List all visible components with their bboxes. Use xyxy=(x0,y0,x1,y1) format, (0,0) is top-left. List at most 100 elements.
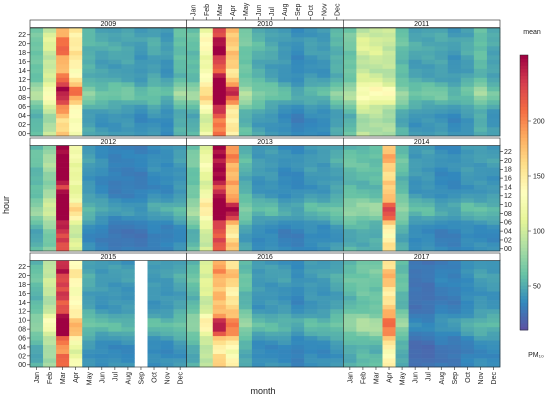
heat-cell xyxy=(486,277,501,283)
heat-cell xyxy=(147,273,161,279)
heat-cell xyxy=(43,362,57,368)
y-tick-label: 22 xyxy=(504,149,512,156)
heat-cell xyxy=(447,362,462,368)
heat-cell xyxy=(460,237,475,243)
heat-cell xyxy=(108,228,122,234)
heat-cell xyxy=(408,32,422,38)
heat-cell xyxy=(330,291,344,296)
heat-cell xyxy=(408,91,422,96)
heat-cell xyxy=(225,317,240,323)
heat-cell xyxy=(460,322,475,328)
heat-cell xyxy=(82,300,96,305)
heat-cell xyxy=(278,37,292,42)
heat-cell xyxy=(265,233,279,239)
heat-cell xyxy=(82,184,96,190)
heat-cell xyxy=(447,82,462,87)
heat-cell xyxy=(447,206,462,212)
heat-cell xyxy=(369,224,383,230)
heat-cell xyxy=(460,353,475,359)
legend-swatch xyxy=(520,192,528,197)
heat-cell xyxy=(173,73,187,78)
heat-cell xyxy=(291,228,305,234)
heat-cell xyxy=(369,349,383,354)
heat-cell xyxy=(212,95,227,101)
heat-cell xyxy=(186,32,201,38)
heat-cell xyxy=(408,55,422,60)
heat-cell xyxy=(43,206,57,212)
heat-cell xyxy=(473,228,488,234)
heat-cell xyxy=(486,184,501,190)
heat-cell xyxy=(473,286,488,292)
heat-cell xyxy=(225,309,240,314)
heat-cell xyxy=(408,171,422,177)
heat-cell xyxy=(265,331,279,337)
heat-cell xyxy=(434,149,449,155)
heat-cell xyxy=(447,73,462,78)
heat-cell xyxy=(199,32,214,38)
heat-cell xyxy=(43,37,57,42)
heat-cell xyxy=(408,86,422,92)
heat-cell xyxy=(30,167,44,172)
heat-cell xyxy=(382,189,396,194)
heat-cell xyxy=(199,109,214,114)
legend-swatch xyxy=(520,158,528,162)
heat-cell xyxy=(356,180,370,186)
heat-cell xyxy=(56,171,70,177)
heat-cell xyxy=(330,162,344,168)
heat-cell xyxy=(317,153,331,159)
heat-cell xyxy=(278,340,292,346)
heat-cell xyxy=(69,127,83,132)
heat-cell xyxy=(460,64,475,69)
heat-cell xyxy=(30,335,44,341)
heat-cell xyxy=(186,228,201,234)
heat-cell xyxy=(147,317,161,323)
heat-cell xyxy=(486,202,501,208)
heat-cell xyxy=(265,86,279,92)
panel-strip-label: 2017 xyxy=(414,254,430,261)
heat-cell xyxy=(421,149,436,155)
heat-cell xyxy=(434,153,449,159)
heat-cell xyxy=(186,59,201,65)
heat-cell xyxy=(30,260,44,265)
heat-cell xyxy=(434,340,449,346)
heat-cell xyxy=(199,153,214,159)
heat-cell xyxy=(421,268,436,274)
heat-cell xyxy=(304,131,318,137)
heat-cell xyxy=(278,282,292,288)
heat-cell xyxy=(108,127,122,132)
heat-cell xyxy=(473,95,488,101)
heat-cell xyxy=(225,304,240,310)
heat-cell xyxy=(82,145,96,150)
heat-cell xyxy=(186,149,201,155)
heat-cell xyxy=(304,273,318,279)
heat-cell xyxy=(278,264,292,270)
heat-cell xyxy=(291,286,305,292)
legend-swatch xyxy=(520,271,528,276)
heat-cell xyxy=(408,162,422,168)
heat-cell xyxy=(43,55,57,60)
heat-cell xyxy=(134,118,148,123)
heat-cell xyxy=(121,198,135,203)
panel-2013: 2013 xyxy=(186,137,344,252)
heat-cell xyxy=(82,118,96,123)
heat-cell xyxy=(317,145,331,150)
heat-cell xyxy=(186,233,201,239)
heat-cell xyxy=(304,322,318,328)
heat-cell xyxy=(421,277,436,283)
heat-cell xyxy=(291,322,305,328)
heat-cell xyxy=(147,340,161,346)
y-tick-label: 20 xyxy=(18,273,26,280)
heat-cell xyxy=(69,277,83,283)
heat-cell xyxy=(212,211,227,216)
x-tick-label: Apr xyxy=(73,371,80,383)
heat-cell xyxy=(212,64,227,69)
heat-cell xyxy=(395,171,409,177)
heat-cell xyxy=(251,322,266,328)
heat-cell xyxy=(134,68,148,74)
heat-cell xyxy=(369,28,383,33)
heat-cell xyxy=(356,358,370,363)
heat-cell xyxy=(108,224,122,230)
heat-cell xyxy=(251,91,266,96)
heat-cell xyxy=(82,291,96,296)
